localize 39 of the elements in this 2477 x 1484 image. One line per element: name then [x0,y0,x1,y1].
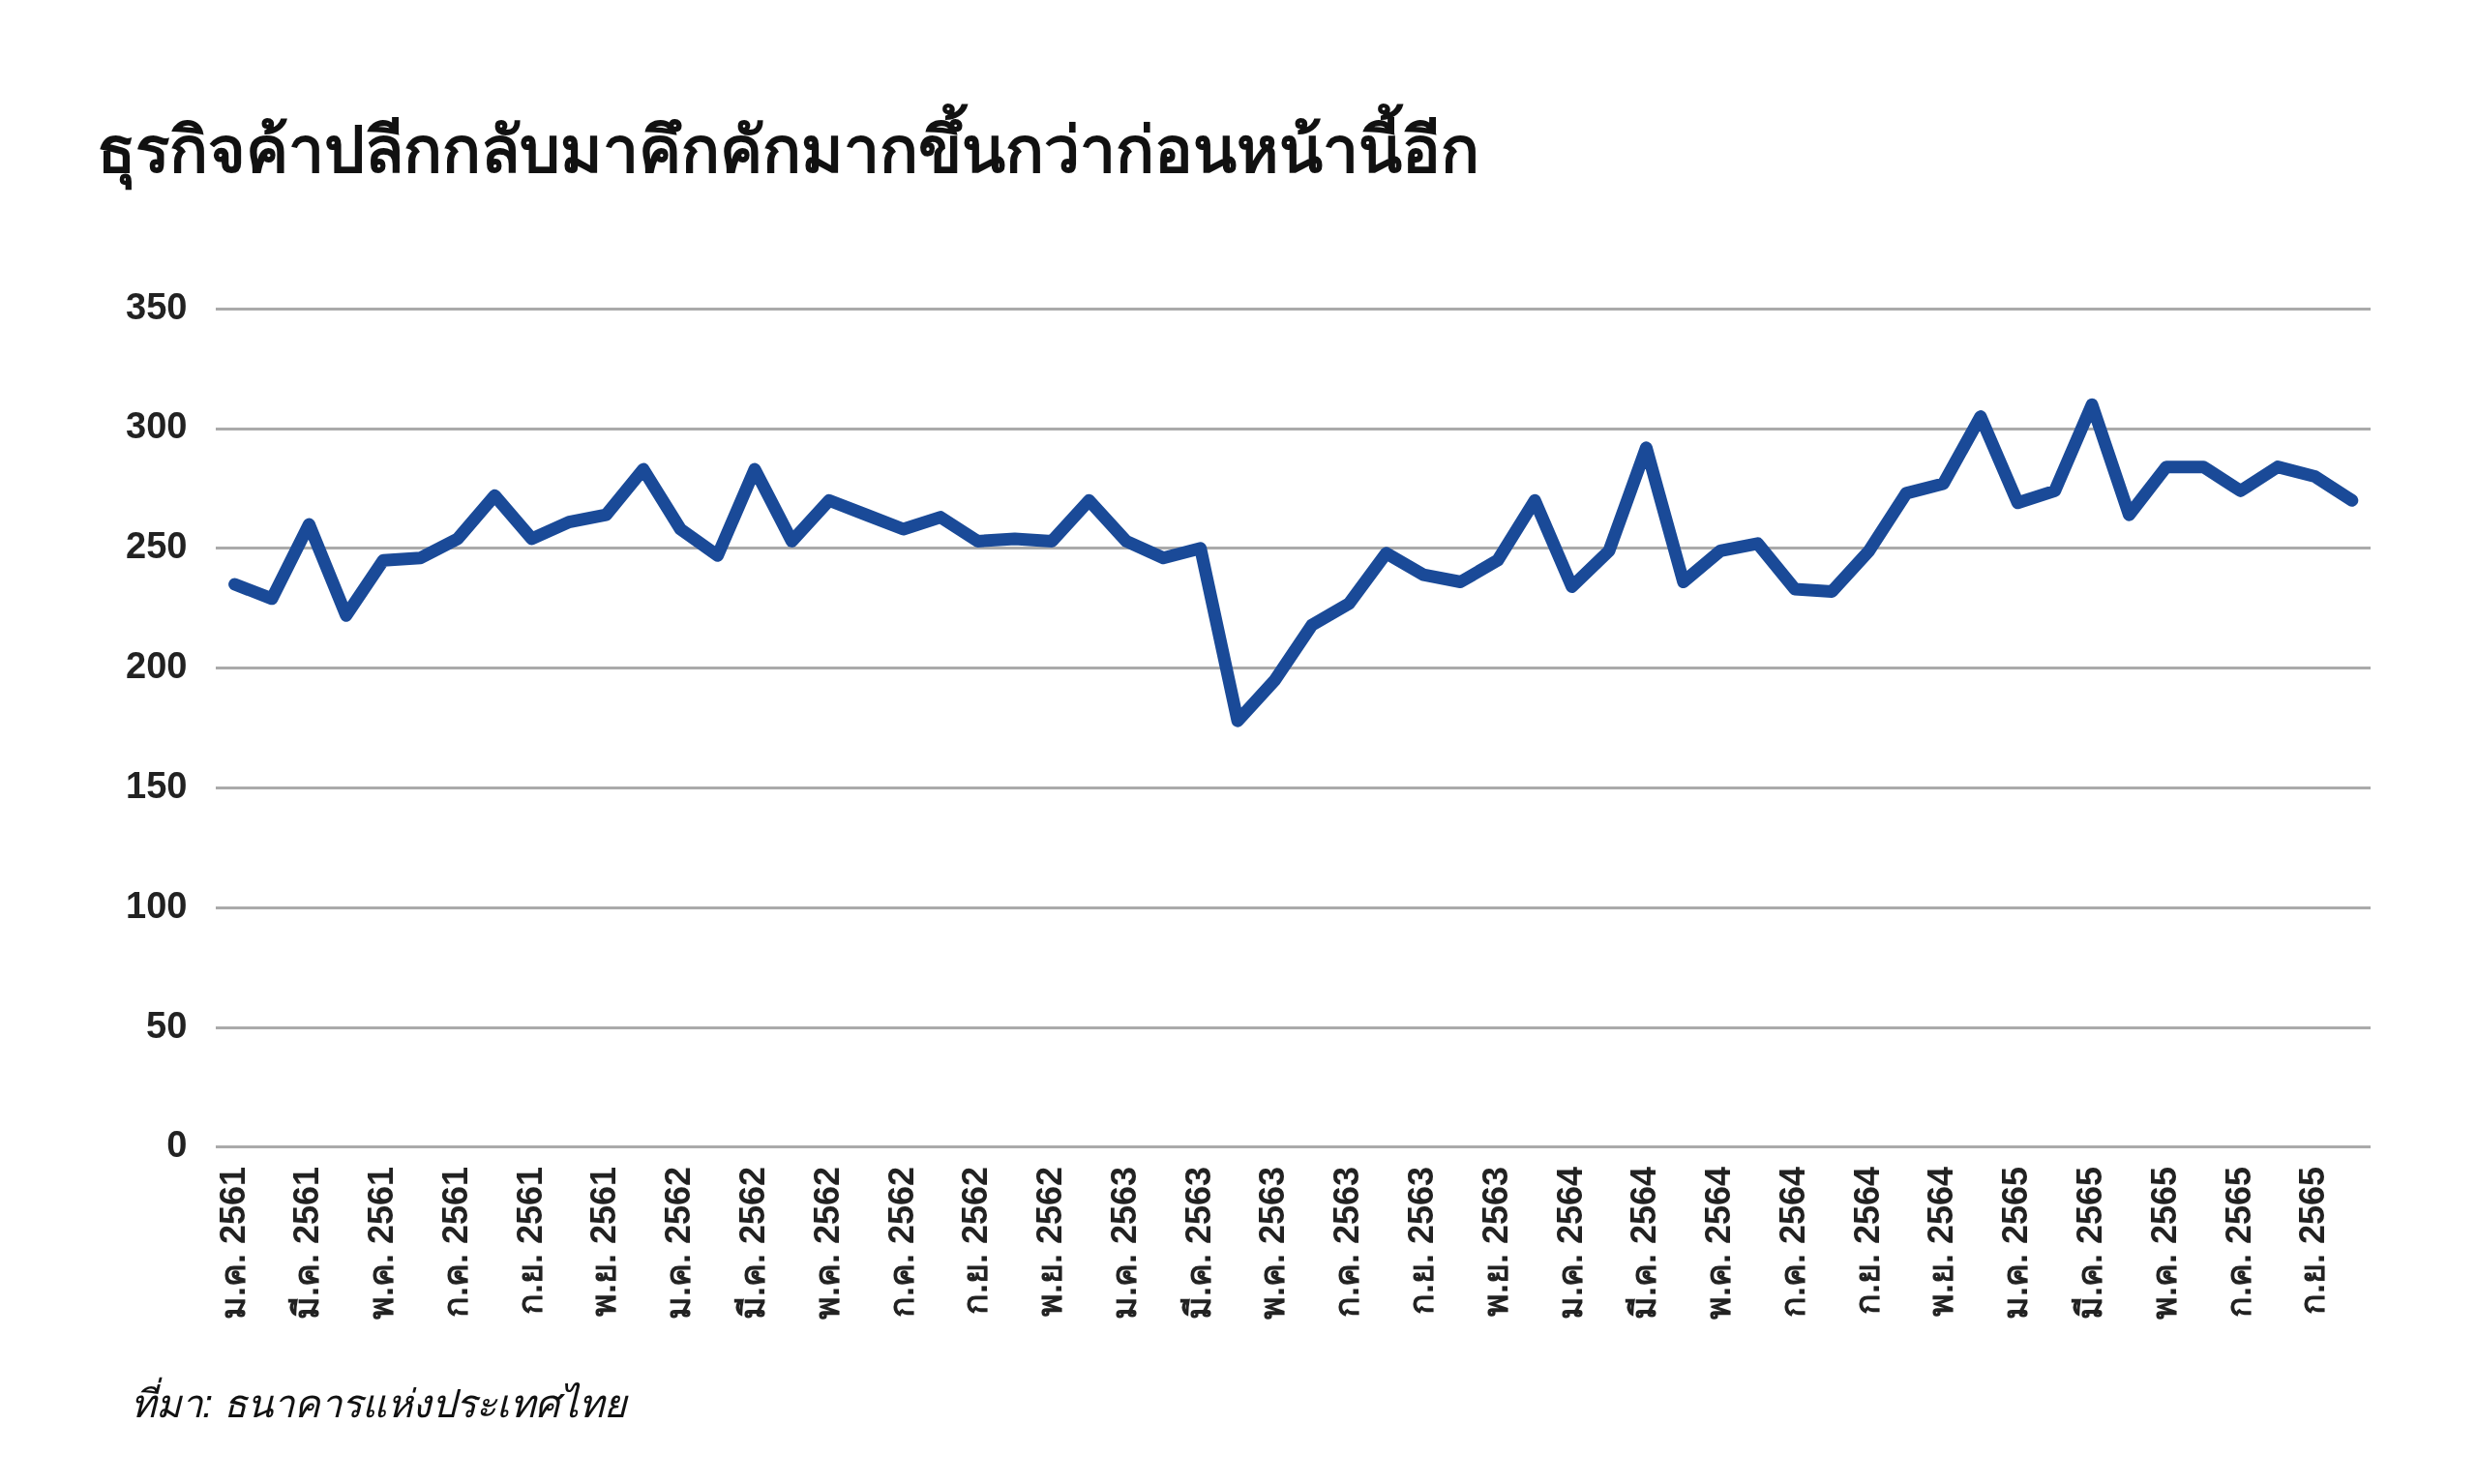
y-tick-label: 350 [126,285,188,327]
x-tick-label: ม.ค. 2562 [658,1166,699,1320]
text: ที่มา: ธนาคารแห่งประเทศไทย [131,1377,630,1425]
x-tick-label: พ.ย. 2561 [583,1166,624,1317]
x-tick-label: ก.ย. 2563 [1400,1166,1441,1315]
x-tick-label: ก.ย. 2561 [509,1166,550,1315]
chart-title: ธุรกิจค้าปลีกกลับมาคึกคักมากขึ้นกว่าก่อนหน้านี้อีก [97,102,1479,191]
x-tick-label: มี.ค. 2561 [286,1166,327,1320]
x-tick-label: ก.ค. 2561 [434,1166,475,1318]
y-tick-label: 250 [126,525,188,567]
y-tick-label: 300 [126,405,188,447]
y-tick-label: 50 [146,1004,188,1046]
x-tick-label: มี.ค. 2565 [2070,1166,2109,1320]
x-tick-label: ก.ค. 2565 [2218,1166,2258,1318]
x-tick-label: พ.ค. 2561 [361,1166,402,1320]
x-tick-label: ก.ย. 2565 [2292,1166,2333,1315]
x-tick-label: ก.ย. 2562 [955,1166,996,1315]
x-tick-label: ก.ค. 2564 [1772,1166,1812,1318]
x-tick-label: พ.ย. 2563 [1475,1166,1515,1317]
x-tick-label: ม.ค. 2565 [1995,1166,2036,1320]
x-tick-label: พ.ย. 2564 [1921,1166,1961,1317]
x-tick-label: พ.ค. 2564 [1698,1166,1739,1320]
x-tick-label: ก.ค. 2562 [880,1166,921,1318]
y-tick-label: 0 [166,1124,188,1166]
y-tick-label: 200 [126,645,188,687]
x-tick-label: มี.ค. 2563 [1178,1166,1218,1320]
x-tick-label: พ.ค. 2562 [806,1166,847,1320]
x-tick-label: มี.ค. 2562 [731,1166,772,1320]
x-tick-label: ก.ย. 2564 [1846,1166,1887,1315]
x-tick-label: ก.ค. 2563 [1327,1166,1367,1318]
x-tick-label: ม.ค. 2563 [1103,1166,1144,1320]
y-tick-label: 150 [126,764,188,806]
x-tick-label: พ.ค. 2563 [1252,1166,1293,1320]
x-tick-label: ม.ค. 2561 [212,1166,253,1320]
x-tick-label: ม.ค. 2564 [1549,1166,1590,1320]
x-tick-label: พ.ค. 2565 [2143,1166,2184,1320]
x-tick-label: มี.ค. 2564 [1624,1166,1664,1320]
x-tick-label: พ.ย. 2562 [1030,1166,1070,1317]
y-tick-label: 100 [126,884,188,926]
